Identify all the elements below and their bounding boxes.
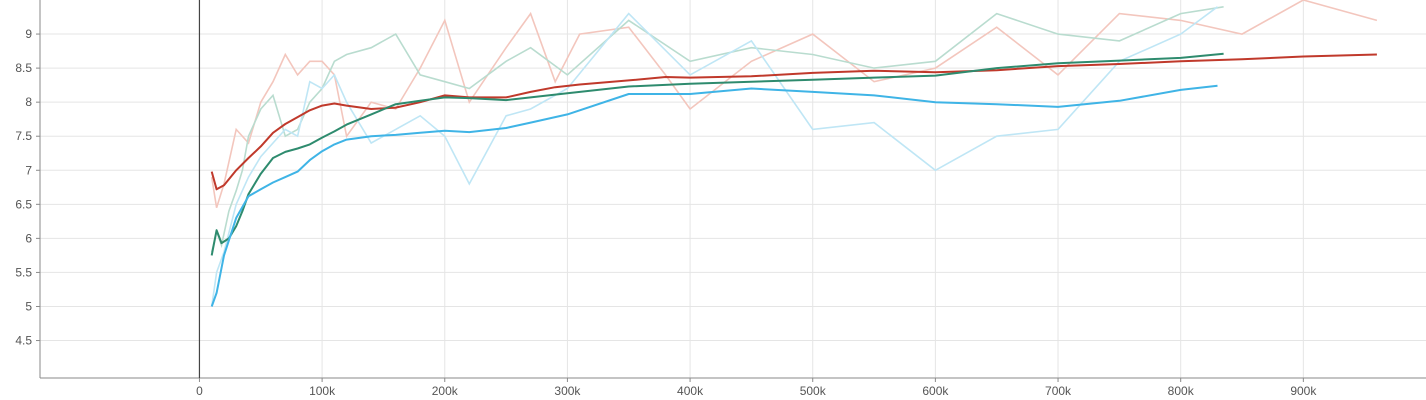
y-tick-label: 7 — [25, 163, 32, 177]
y-tick-label: 8 — [25, 95, 32, 109]
axis-layer — [36, 0, 1426, 382]
raw-series-layer — [210, 0, 1378, 307]
tick-label-layer: 4.5 5 5.5 6 6.5 7 7.5 8 8.5 9 0 100k 200k 300k 400k 500… — [15, 27, 1317, 398]
grid-layer — [40, 0, 1426, 378]
y-tick-label: 5 — [25, 299, 32, 313]
x-tick-label: 200k — [432, 384, 459, 398]
x-tick-label: 300k — [554, 384, 581, 398]
x-tick-label: 400k — [677, 384, 704, 398]
x-tick-label: 700k — [1045, 384, 1072, 398]
x-tick-label: 900k — [1290, 384, 1317, 398]
x-tick-label: 500k — [800, 384, 827, 398]
series-green-raw-line — [210, 6, 1224, 253]
x-tick-label: 800k — [1168, 384, 1195, 398]
smoothed-series-layer — [210, 52, 1377, 307]
y-tick-label: 7.5 — [15, 129, 32, 143]
y-tick-label: 6.5 — [15, 197, 32, 211]
series-blue-raw-line — [210, 6, 1218, 307]
y-tick-label: 9 — [25, 27, 32, 41]
y-tick-label: 6 — [25, 231, 32, 245]
series-green-line — [210, 52, 1224, 256]
series-blue-line — [210, 84, 1218, 307]
y-tick-label: 8.5 — [15, 61, 32, 75]
x-tick-label: 0 — [196, 384, 203, 398]
y-tick-label: 4.5 — [15, 334, 32, 348]
x-tick-label: 100k — [309, 384, 336, 398]
y-tick-label: 5.5 — [15, 265, 32, 279]
x-tick-label: 600k — [922, 384, 949, 398]
series-red-line — [210, 53, 1377, 191]
